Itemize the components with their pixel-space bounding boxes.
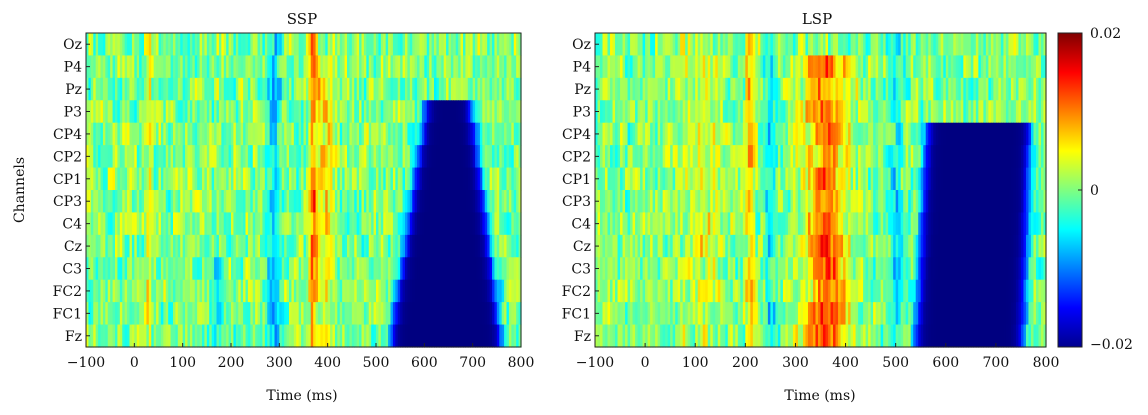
time-tick-label: 200 — [218, 355, 245, 371]
channel-label: P3 — [64, 105, 82, 121]
y-axis-label: Channels — [12, 157, 28, 223]
channel-label: CP2 — [53, 149, 82, 165]
time-tick-label: 100 — [169, 355, 196, 371]
channel-label: P4 — [64, 60, 82, 76]
channel-label: FC2 — [53, 284, 82, 300]
time-tick-label: 700 — [459, 355, 486, 371]
channel-label: Cz — [64, 239, 82, 255]
channel-label: C3 — [62, 262, 82, 278]
channel-label: C4 — [62, 217, 82, 233]
panel-title-lsp: LSP — [802, 10, 832, 28]
channel-label: Oz — [63, 37, 82, 53]
time-tick-label: 0 — [130, 355, 139, 371]
channel-label: Fz — [65, 329, 82, 345]
time-tick-label: 300 — [266, 355, 293, 371]
channel-label: FC1 — [53, 306, 82, 322]
time-tick-label: −100 — [67, 355, 105, 371]
channel-label: CP3 — [53, 194, 82, 210]
heatmap-cells-ssp — [86, 33, 522, 348]
heatmap-cells-lsp — [595, 33, 1047, 348]
time-tick-label: 500 — [363, 355, 390, 371]
channel-label: Pz — [65, 82, 82, 98]
heatmap-panel-ssp: SSP Oz P4 Pz P3 CP4 CP2 CP1 CP3 C4 Cz C3 FC2 FC1 Fz −… — [12, 10, 534, 404]
time-tick-label: 800 — [508, 355, 535, 371]
time-tick-label: 400 — [314, 355, 341, 371]
time-tick-label: 600 — [411, 355, 438, 371]
x-axis-label-ssp: Time (ms) — [266, 388, 337, 404]
channel-labels-ssp: Oz P4 Pz P3 CP4 CP2 CP1 CP3 C4 Cz C3 FC2 FC1 Fz — [53, 37, 90, 345]
panel-title-ssp: SSP — [287, 10, 317, 28]
channel-label: CP1 — [53, 172, 82, 188]
channel-label: CP4 — [53, 127, 82, 143]
